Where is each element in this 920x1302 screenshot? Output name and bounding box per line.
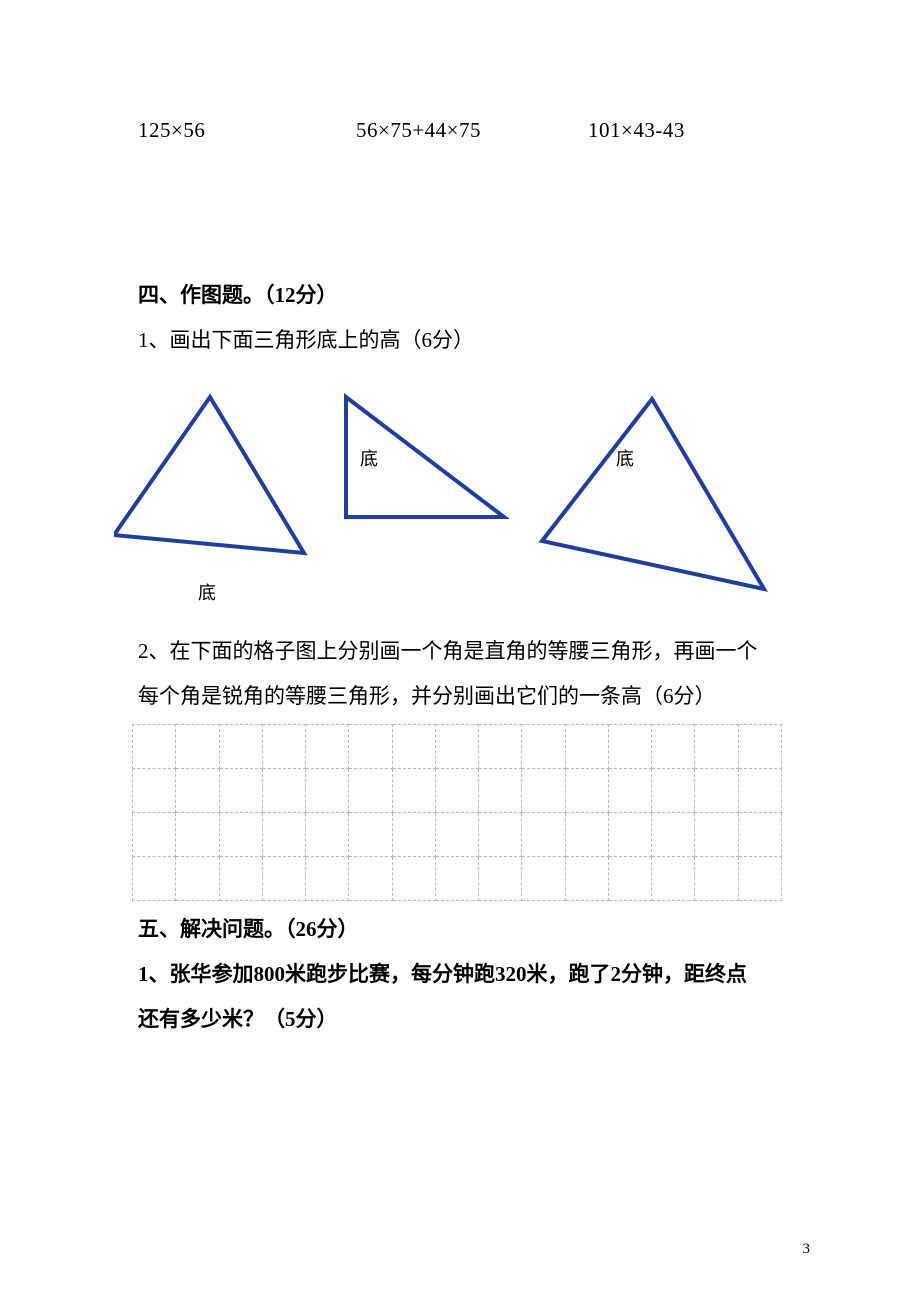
section-5-q1-line2: 还有多少米？（5分） (138, 997, 782, 1042)
grid-cell (219, 856, 262, 900)
grid-cell (306, 856, 349, 900)
grid-cell (565, 812, 608, 856)
grid-cell (652, 812, 695, 856)
section-4-heading: 四、作图题。（12分） (138, 273, 782, 318)
grid-cell (349, 768, 392, 812)
grid-cell (306, 768, 349, 812)
grid-cell (435, 812, 478, 856)
grid-wrap (132, 724, 782, 901)
grid-cell (738, 768, 781, 812)
drawing-grid (132, 724, 782, 901)
base-label-2: 底 (360, 445, 378, 471)
triangle-3 (542, 399, 764, 589)
section-4-q2-line2: 每个角是锐角的等腰三角形，并分别画出它们的一条高（6分） (138, 674, 782, 719)
grid-cell (479, 812, 522, 856)
triangle-diagram-row: 底 底 底 (138, 389, 782, 609)
page-number: 3 (803, 1241, 811, 1258)
grid-cell (262, 812, 305, 856)
grid-cell (652, 856, 695, 900)
grid-cell (133, 812, 176, 856)
grid-cell (349, 812, 392, 856)
triangles-svg (114, 389, 794, 609)
grid-cell (392, 812, 435, 856)
grid-cell (608, 856, 651, 900)
grid-cell (738, 856, 781, 900)
grid-cell (652, 724, 695, 768)
expression-3: 101×43-43 (588, 118, 782, 143)
grid-cell (349, 724, 392, 768)
grid-cell (392, 768, 435, 812)
grid-cell (262, 724, 305, 768)
grid-cell (262, 768, 305, 812)
grid-cell (695, 812, 738, 856)
grid-cell (522, 768, 565, 812)
expression-2: 56×75+44×75 (356, 118, 588, 143)
grid-cell (738, 812, 781, 856)
grid-cell (608, 812, 651, 856)
grid-cell (392, 856, 435, 900)
grid-cell (695, 724, 738, 768)
grid-cell (176, 856, 219, 900)
expression-row: 125×56 56×75+44×75 101×43-43 (138, 118, 782, 143)
grid-cell (306, 724, 349, 768)
grid-cell (306, 812, 349, 856)
grid-cell (435, 856, 478, 900)
section-5-heading: 五、解决问题。（26分） (138, 907, 782, 952)
grid-cell (219, 812, 262, 856)
base-label-1: 底 (198, 579, 216, 605)
page: 125×56 56×75+44×75 101×43-43 四、作图题。（12分）… (0, 0, 920, 1302)
grid-cell (565, 768, 608, 812)
grid-cell (392, 724, 435, 768)
section-4-q1: 1、画出下面三角形底上的高（6分） (138, 318, 782, 363)
grid-cell (219, 724, 262, 768)
base-label-3: 底 (616, 445, 634, 471)
section-4-q2-line1: 2、在下面的格子图上分别画一个角是直角的等腰三角形，再画一个 (138, 629, 782, 674)
grid-cell (738, 724, 781, 768)
grid-cell (133, 768, 176, 812)
grid-cell (695, 768, 738, 812)
grid-cell (176, 768, 219, 812)
expression-1: 125×56 (138, 118, 356, 143)
triangle-1 (114, 397, 304, 553)
grid-cell (522, 856, 565, 900)
grid-cell (652, 768, 695, 812)
grid-cell (565, 724, 608, 768)
grid-cell (522, 724, 565, 768)
grid-cell (522, 812, 565, 856)
grid-cell (695, 856, 738, 900)
grid-cell (608, 724, 651, 768)
grid-cell (479, 856, 522, 900)
grid-cell (479, 768, 522, 812)
grid-cell (435, 724, 478, 768)
section-5-q1-line1: 1、张华参加800米跑步比赛，每分钟跑320米，跑了2分钟，距终点 (138, 952, 782, 997)
grid-cell (565, 856, 608, 900)
grid-cell (176, 812, 219, 856)
grid-cell (349, 856, 392, 900)
grid-cell (479, 724, 522, 768)
grid-cell (262, 856, 305, 900)
grid-cell (219, 768, 262, 812)
grid-cell (176, 724, 219, 768)
grid-cell (133, 724, 176, 768)
grid-cell (608, 768, 651, 812)
grid-cell (133, 856, 176, 900)
grid-cell (435, 768, 478, 812)
